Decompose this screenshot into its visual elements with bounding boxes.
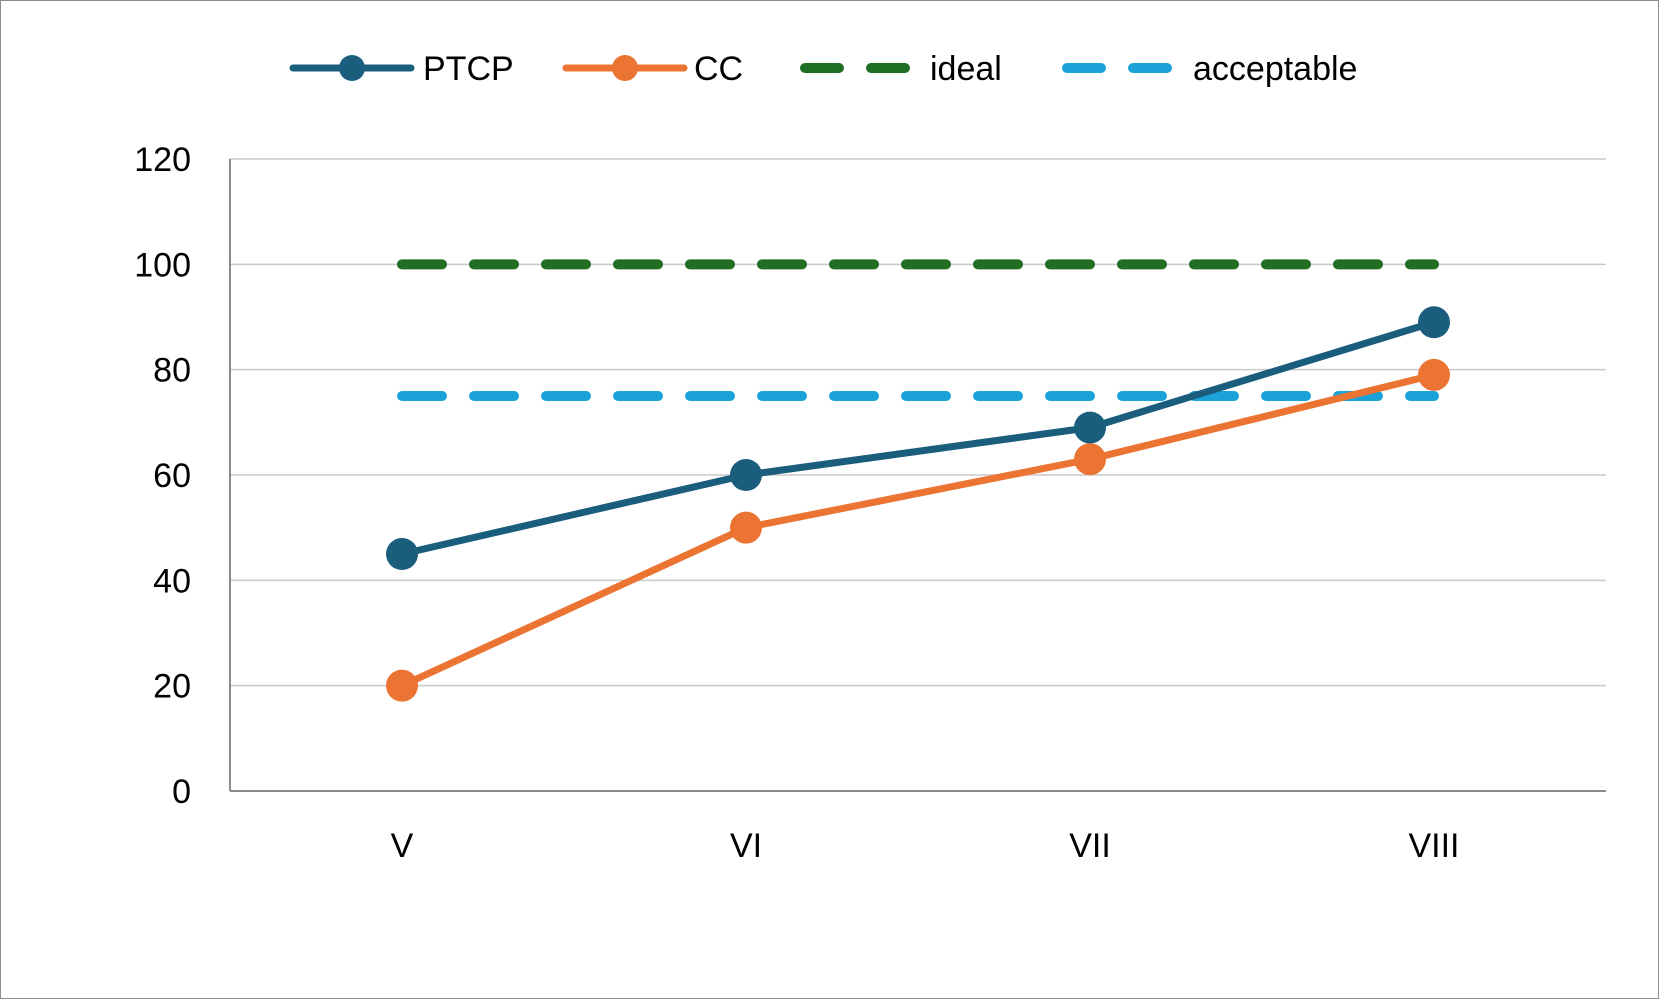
legend-item-ptcp: PTCP xyxy=(289,50,514,88)
point-ptcp-viii xyxy=(1418,306,1450,339)
y-tick-label-0: 0 xyxy=(172,773,191,811)
point-cc-vi xyxy=(730,511,762,544)
y-tick-label-40: 40 xyxy=(153,562,191,600)
point-ptcp-vii xyxy=(1074,411,1106,444)
x-axis-ticks: V VI VII VIII xyxy=(391,827,1460,865)
point-cc-vii xyxy=(1074,443,1106,476)
y-axis-ticks: 0 20 40 60 80 100 120 xyxy=(134,141,191,811)
y-tick-label-80: 80 xyxy=(153,352,191,390)
x-tick-label-vii: VII xyxy=(1069,827,1111,865)
point-ptcp-v xyxy=(386,538,418,570)
x-tick-label-viii: VIII xyxy=(1408,827,1459,865)
legend-label-ptcp: PTCP xyxy=(423,50,514,88)
legend-item-cc: CC xyxy=(562,50,743,88)
point-cc-v xyxy=(386,669,418,702)
y-tick-label-20: 20 xyxy=(153,668,191,706)
series xyxy=(386,259,1450,702)
point-ptcp-vi xyxy=(730,459,762,491)
legend-label-cc: CC xyxy=(694,50,743,88)
series-cc xyxy=(386,358,1450,702)
legend-item-acceptable: acceptable xyxy=(1062,50,1357,88)
point-cc-viii xyxy=(1418,358,1450,391)
y-tick-label-60: 60 xyxy=(153,457,191,495)
legend-marker-cc xyxy=(612,55,638,81)
series-line-ptcp xyxy=(398,318,1438,558)
y-tick-label-100: 100 xyxy=(134,246,191,284)
legend-item-ideal: ideal xyxy=(800,50,1002,88)
legend-marker-ptcp xyxy=(339,55,365,81)
legend-label-ideal: ideal xyxy=(930,50,1002,88)
series-line-cc xyxy=(398,371,1438,690)
series-ptcp xyxy=(386,306,1450,570)
legend: PTCP CC ideal acceptable xyxy=(289,50,1357,88)
legend-label-acceptable: acceptable xyxy=(1193,50,1357,88)
gridlines xyxy=(229,158,1606,792)
x-tick-label-v: V xyxy=(391,827,414,865)
y-tick-label-120: 120 xyxy=(134,141,191,179)
x-tick-label-vi: VI xyxy=(730,827,762,865)
